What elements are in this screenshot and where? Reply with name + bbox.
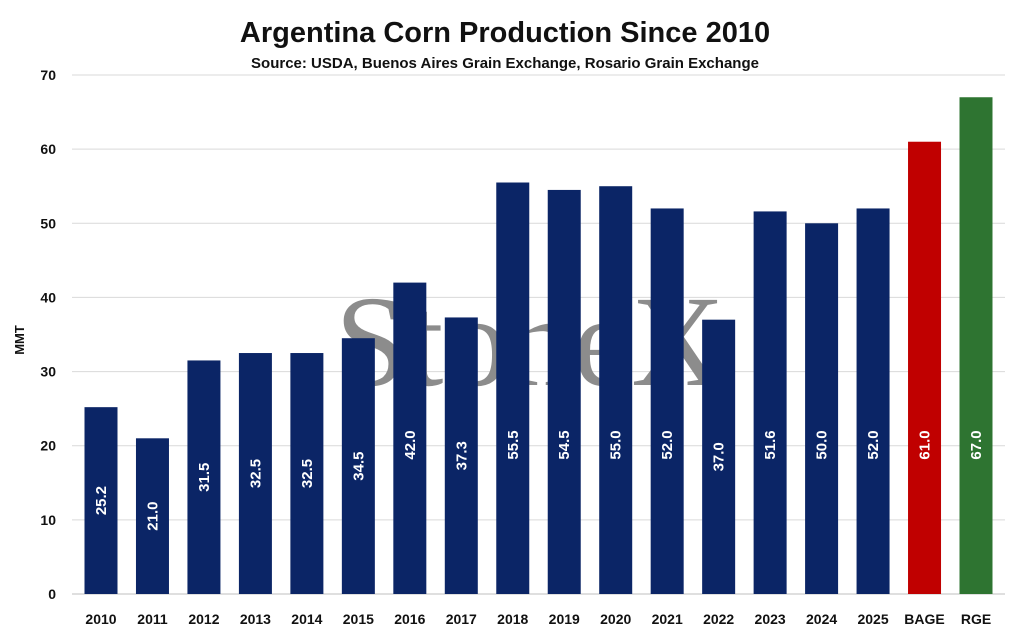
bar-2016 <box>393 282 427 594</box>
data-label: 51.6 <box>762 430 779 459</box>
x-tick-label: BAGE <box>904 611 944 627</box>
bar-2015 <box>341 338 375 594</box>
x-tick-label: 2023 <box>755 611 786 627</box>
data-label: 32.5 <box>299 459 316 488</box>
bar-2010 <box>84 407 118 594</box>
bar-2011 <box>135 438 169 594</box>
x-tick-label: 2024 <box>806 611 837 627</box>
x-tick-label: 2019 <box>549 611 580 627</box>
bar-2012 <box>187 360 221 594</box>
data-label: 52.0 <box>865 430 882 459</box>
x-tick-label: 2022 <box>703 611 734 627</box>
data-label: 34.5 <box>350 452 367 481</box>
data-label: 55.5 <box>505 430 522 459</box>
data-label: 25.2 <box>93 486 110 515</box>
y-tick-label: 10 <box>40 512 56 528</box>
bar-2024 <box>805 223 839 595</box>
x-tick-label: 2010 <box>85 611 116 627</box>
data-label: 50.0 <box>814 430 831 459</box>
chart-subtitle: Source: USDA, Buenos Aires Grain Exchang… <box>251 55 759 72</box>
bar-2018 <box>496 182 530 594</box>
x-tick-label: 2020 <box>600 611 631 627</box>
data-label: 31.5 <box>196 463 213 492</box>
y-tick-label: 0 <box>48 586 56 602</box>
x-tick-label: RGE <box>961 611 991 627</box>
y-tick-label: 40 <box>40 289 56 305</box>
bar-2017 <box>444 317 478 594</box>
bar-2025 <box>856 208 890 594</box>
data-label: 37.3 <box>453 441 470 470</box>
bar-2013 <box>238 353 272 594</box>
bar-2022 <box>702 319 736 594</box>
bar-RGE <box>959 97 993 594</box>
data-label: 54.5 <box>556 430 573 459</box>
data-label: 21.0 <box>144 502 161 531</box>
data-label: 52.0 <box>659 430 676 459</box>
x-tick-label: 2014 <box>291 611 322 627</box>
chart-title: Argentina Corn Production Since 2010 <box>240 17 770 49</box>
x-tick-label: 2025 <box>857 611 888 627</box>
y-tick-label: 20 <box>40 438 56 454</box>
x-tick-label: 2017 <box>446 611 477 627</box>
data-label: 32.5 <box>247 459 264 488</box>
y-tick-label: 60 <box>40 141 56 157</box>
bar-2021 <box>650 208 684 594</box>
y-axis-label: MMT <box>12 325 27 355</box>
y-tick-label: 70 <box>40 67 56 83</box>
y-tick-label: 50 <box>40 215 56 231</box>
bar-2014 <box>290 353 324 594</box>
x-tick-label: 2021 <box>652 611 683 627</box>
x-tick-label: 2011 <box>137 611 168 627</box>
data-label: 55.0 <box>608 430 625 459</box>
data-label: 67.0 <box>968 430 985 459</box>
data-label: 42.0 <box>402 430 419 459</box>
y-tick-label: 30 <box>40 364 56 380</box>
data-label: 61.0 <box>917 430 934 459</box>
bar-2019 <box>547 189 581 594</box>
x-tick-label: 2012 <box>188 611 219 627</box>
bar-2020 <box>599 186 633 594</box>
bar-BAGE <box>908 141 942 594</box>
x-tick-label: 2016 <box>394 611 425 627</box>
x-tick-label: 2015 <box>343 611 374 627</box>
x-tick-label: 2013 <box>240 611 271 627</box>
bar-2023 <box>753 211 787 594</box>
data-label: 37.0 <box>711 442 728 471</box>
x-tick-label: 2018 <box>497 611 528 627</box>
